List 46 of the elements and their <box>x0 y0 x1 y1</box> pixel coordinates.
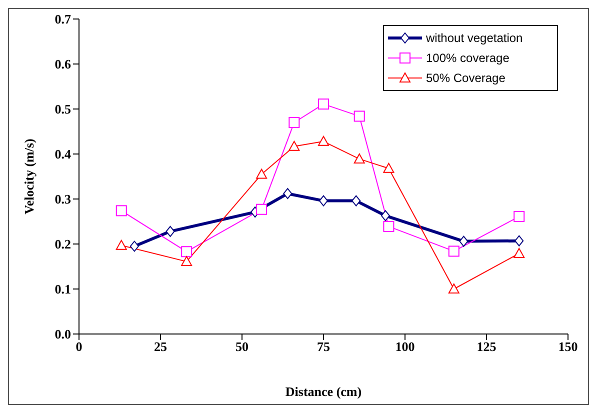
point <box>514 248 525 258</box>
legend-label: 50% Coverage <box>426 71 506 85</box>
legend-label: 100% coverage <box>426 51 510 65</box>
y-tick-label: 0.4 <box>54 146 72 162</box>
point <box>256 168 268 179</box>
x-tick-label: 150 <box>558 339 578 354</box>
y-tick-label: 0.7 <box>54 12 72 27</box>
x-tick-label: 0 <box>76 339 82 354</box>
x-tick-label: 25 <box>154 339 168 354</box>
x-tick-label: 100 <box>395 339 415 354</box>
point <box>166 226 175 237</box>
point <box>181 256 192 266</box>
y-tick-label: 0.6 <box>54 56 72 72</box>
point <box>514 211 525 222</box>
y-axis-title: Velocity (m/s) <box>22 138 37 214</box>
point <box>288 117 300 128</box>
legend-label: without vegetation <box>426 31 523 45</box>
point <box>383 220 394 232</box>
point <box>352 195 361 206</box>
y-tick-label: 0.2 <box>54 236 71 252</box>
point <box>116 240 127 250</box>
y-tick-label: 0.0 <box>54 326 71 342</box>
point <box>318 136 329 146</box>
point <box>354 153 365 164</box>
point <box>380 210 390 222</box>
y-tick-label: 0.3 <box>54 192 72 207</box>
point <box>283 188 292 200</box>
x-tick-label: 75 <box>317 339 330 354</box>
point <box>448 284 460 294</box>
point <box>181 246 192 258</box>
x-tick-label: 50 <box>236 339 248 354</box>
point <box>383 162 394 173</box>
y-tick-label: 0.1 <box>54 282 71 297</box>
point <box>116 205 127 216</box>
point <box>130 240 139 252</box>
point <box>318 98 329 110</box>
point <box>354 110 365 122</box>
point <box>256 204 268 215</box>
x-axis-title: Distance (cm) <box>285 384 362 399</box>
point <box>319 195 328 206</box>
y-tick-label: 0.5 <box>54 102 72 117</box>
point <box>448 246 460 257</box>
x-tick-label: 125 <box>476 339 497 354</box>
point <box>514 235 524 246</box>
point <box>288 140 300 151</box>
point <box>459 236 468 247</box>
